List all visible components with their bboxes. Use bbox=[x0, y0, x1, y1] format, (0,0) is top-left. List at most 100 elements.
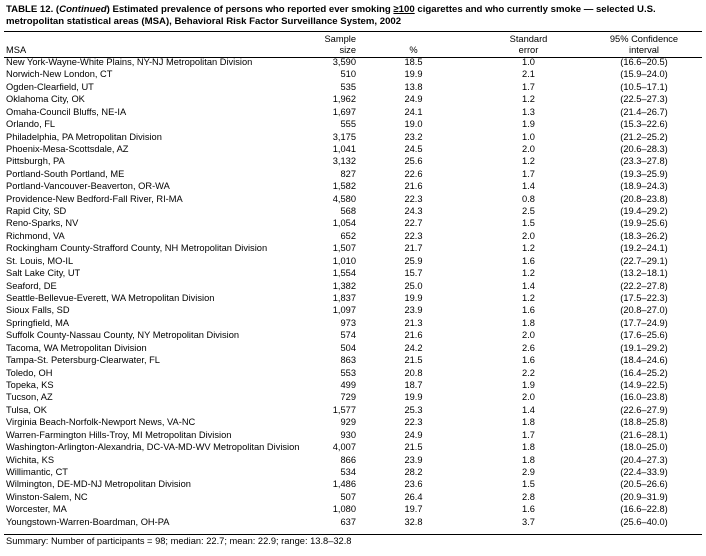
table-row: Wilmington, DE-MD-NJ Metropolitan Divisi… bbox=[4, 478, 702, 490]
table-row: St. Louis, MO-IL 1,010 25.9 1.6 (22.7–29.1) bbox=[4, 255, 702, 267]
table-row: New York-Wayne-White Plains, NY-NJ Metro… bbox=[4, 56, 702, 68]
cell: 20.8 bbox=[404, 367, 423, 378]
header-line: error bbox=[518, 45, 539, 55]
table-row: Reno-Sparks, NV 1,054 22.7 1.5 (19.9–25.6) bbox=[4, 217, 702, 229]
cell: 26.4 bbox=[404, 491, 423, 502]
cell: 1,097 bbox=[332, 305, 356, 316]
table-row: Youngstown-Warren-Boardman, OH-PA 637 32.8… bbox=[4, 516, 702, 528]
cell: 23.9 bbox=[404, 305, 423, 316]
cell: Suffolk County-Nassau County, NY Metropo… bbox=[6, 330, 240, 341]
table-row: Tulsa, OK 1,577 25.3 1.4 (22.6–27.9) bbox=[4, 404, 702, 416]
cell: Wichita, KS bbox=[6, 454, 55, 465]
title-part: ) Estimated prevalence of persons who re… bbox=[106, 4, 394, 15]
cell: 1.8 bbox=[522, 417, 535, 428]
table-row: Portland-South Portland, ME 827 22.6 1.7 (19… bbox=[4, 168, 702, 180]
cell: 1,962 bbox=[332, 94, 356, 105]
cell: (23.3–27.8) bbox=[620, 156, 668, 167]
cell: 19.9 bbox=[404, 293, 423, 304]
cell: Tampa-St. Petersburg-Clearwater, FL bbox=[6, 355, 160, 366]
cell: 23.2 bbox=[404, 131, 423, 142]
cell: 28.2 bbox=[404, 466, 423, 477]
cell: 21.5 bbox=[404, 442, 423, 453]
table-row: Tampa-St. Petersburg-Clearwater, FL 863 21… bbox=[4, 354, 702, 366]
table-row: Seaford, DE 1,382 25.0 1.4 (22.2–27.8) bbox=[4, 280, 702, 292]
cell: 15.7 bbox=[404, 268, 423, 279]
cell: 22.3 bbox=[404, 417, 423, 428]
title-part: cigarettes and who currently smoke — sel… bbox=[6, 4, 656, 27]
cell: 21.5 bbox=[404, 355, 423, 366]
cell: (22.2–27.8) bbox=[620, 280, 668, 291]
cell: 930 bbox=[340, 429, 356, 440]
cell: 3.7 bbox=[522, 516, 535, 527]
header-line: 95% Confidence bbox=[609, 34, 679, 44]
column-header: Sample size bbox=[318, 32, 356, 56]
cell: Norwich-New London, CT bbox=[6, 69, 113, 80]
cell: (13.2–18.1) bbox=[620, 268, 668, 279]
cell: (20.8–23.8) bbox=[620, 193, 668, 204]
cell: 2.2 bbox=[522, 367, 535, 378]
table-row: Warren-Farmington Hills-Troy, MI Metropo… bbox=[4, 429, 702, 441]
cell: 1.8 bbox=[522, 454, 535, 465]
table-row: Rapid City, SD 568 24.3 2.5 (19.4–29.2) bbox=[4, 205, 702, 217]
cell: 1.5 bbox=[522, 218, 535, 229]
cell: 21.6 bbox=[404, 330, 423, 341]
cell: 21.3 bbox=[404, 317, 423, 328]
cell: 4,007 bbox=[332, 442, 356, 453]
cell: 2.1 bbox=[522, 69, 535, 80]
cell: 1,010 bbox=[332, 255, 356, 266]
cell: Rapid City, SD bbox=[6, 206, 67, 217]
table-row: Willimantic, CT 534 28.2 2.9 (22.4–33.9) bbox=[4, 466, 702, 478]
cell: (16.6–22.8) bbox=[620, 504, 668, 515]
table-row: Salt Lake City, UT 1,554 15.7 1.2 (13.2–18.1… bbox=[4, 267, 702, 279]
column-header: MSA bbox=[4, 32, 318, 56]
cell: 1,486 bbox=[332, 479, 356, 490]
column-header: % bbox=[356, 32, 471, 56]
table-row: Oklahoma City, OK 1,962 24.9 1.2 (22.5–27.3) bbox=[4, 93, 702, 105]
cell: (25.6–40.0) bbox=[620, 516, 668, 527]
cell: 2.6 bbox=[522, 342, 535, 353]
cell: (18.0–25.0) bbox=[620, 442, 668, 453]
cell: Worcester, MA bbox=[6, 504, 67, 515]
cell: 2.0 bbox=[522, 143, 535, 154]
cell: 23.6 bbox=[404, 479, 423, 490]
column-header: 95% Confidence interval bbox=[586, 32, 702, 56]
cell: Seattle-Bellevue-Everett, WA Metropolita… bbox=[6, 293, 215, 304]
header-line: Sample bbox=[324, 34, 356, 44]
cell: 24.9 bbox=[404, 429, 423, 440]
cell: Winston-Salem, NC bbox=[6, 491, 88, 502]
cell: 866 bbox=[340, 454, 356, 465]
header-line: size bbox=[339, 45, 356, 55]
cell: Reno-Sparks, NV bbox=[6, 218, 79, 229]
cell: (22.5–27.3) bbox=[620, 94, 668, 105]
cell: 32.8 bbox=[404, 516, 423, 527]
cell: 1.4 bbox=[522, 404, 535, 415]
cell: Youngstown-Warren-Boardman, OH-PA bbox=[6, 516, 170, 527]
cell: 3,132 bbox=[332, 156, 356, 167]
cell: 21.6 bbox=[404, 181, 423, 192]
cell: (21.4–26.7) bbox=[620, 106, 668, 117]
cell: 504 bbox=[340, 342, 356, 353]
rule bbox=[4, 31, 702, 32]
cell: (22.4–33.9) bbox=[620, 466, 668, 477]
cell: (16.6–20.5) bbox=[620, 57, 668, 67]
cell: 22.7 bbox=[404, 218, 423, 229]
title-part: TABLE 12. ( bbox=[6, 4, 60, 15]
cell: 1.6 bbox=[522, 305, 535, 316]
table-row: Washington-Arlington-Alexandria, DC-VA-M… bbox=[4, 441, 702, 453]
cell: 2.0 bbox=[522, 230, 535, 241]
header-line: MSA bbox=[6, 45, 27, 55]
cell: 1,080 bbox=[332, 504, 356, 515]
table-row: Ogden-Clearfield, UT 535 13.8 1.7 (10.5–17.1… bbox=[4, 81, 702, 93]
cell: 1,041 bbox=[332, 143, 356, 154]
cell: (18.8–25.8) bbox=[620, 417, 668, 428]
cell: 1.2 bbox=[522, 94, 535, 105]
cell: 574 bbox=[340, 330, 356, 341]
cell: (19.1–29.2) bbox=[620, 342, 668, 353]
cell: Salt Lake City, UT bbox=[6, 268, 81, 279]
cell: 24.5 bbox=[404, 143, 423, 154]
cell: 553 bbox=[340, 367, 356, 378]
table-row: Providence-New Bedford-Fall River, RI-MA… bbox=[4, 193, 702, 205]
table-row: Winston-Salem, NC 507 26.4 2.8 (20.9–31.9) bbox=[4, 491, 702, 503]
cell: Oklahoma City, OK bbox=[6, 94, 85, 105]
cell: 1,382 bbox=[332, 280, 356, 291]
